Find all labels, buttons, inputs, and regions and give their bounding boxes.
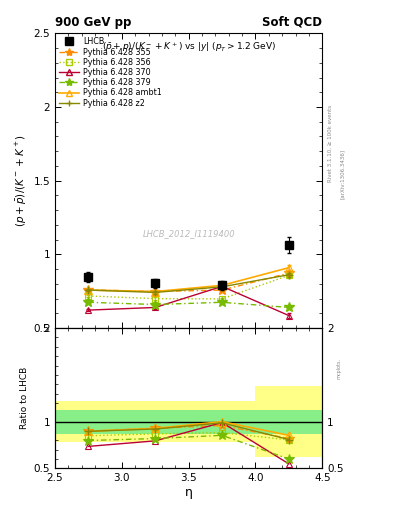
- Text: Rivet 3.1.10, ≥ 100k events: Rivet 3.1.10, ≥ 100k events: [328, 105, 333, 182]
- Y-axis label: Ratio to LHCB: Ratio to LHCB: [20, 367, 29, 430]
- Y-axis label: $(p+\bar{p})/(K^- + K^+)$: $(p+\bar{p})/(K^- + K^+)$: [14, 134, 29, 227]
- Text: mcplots.: mcplots.: [336, 358, 341, 379]
- Legend: LHCB, Pythia 6.428 355, Pythia 6.428 356, Pythia 6.428 370, Pythia 6.428 379, Py: LHCB, Pythia 6.428 355, Pythia 6.428 356…: [57, 36, 163, 109]
- Text: $(\bar{p}+p)/(K^-+K^+)$ vs $|y|$ ($p_T > 1.2$ GeV): $(\bar{p}+p)/(K^-+K^+)$ vs $|y|$ ($p_T >…: [101, 40, 276, 54]
- Text: LHCB_2012_I1119400: LHCB_2012_I1119400: [142, 229, 235, 238]
- X-axis label: η: η: [185, 486, 193, 499]
- Text: [arXiv:1306.3436]: [arXiv:1306.3436]: [340, 149, 345, 199]
- Text: Soft QCD: Soft QCD: [262, 16, 322, 29]
- Text: 900 GeV pp: 900 GeV pp: [55, 16, 131, 29]
